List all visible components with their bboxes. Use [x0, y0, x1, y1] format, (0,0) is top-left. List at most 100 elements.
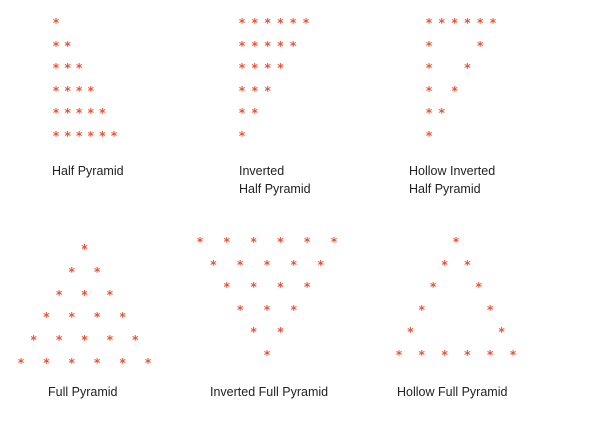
star-mark: * [144, 356, 152, 370]
star-mark: * [277, 280, 284, 295]
star-mark: * [264, 38, 271, 53]
star-mark: * [464, 348, 471, 362]
caption-line: Full Pyramid [48, 385, 118, 399]
star-mark: * [304, 235, 311, 249]
star-mark: * [498, 325, 505, 340]
star-mark: * [237, 257, 244, 272]
star-mark: * [464, 61, 471, 76]
star-mark: * [52, 83, 60, 98]
star-mark: * [223, 280, 230, 295]
star-mark: * [17, 356, 25, 370]
star-mark: * [464, 257, 471, 272]
star-mark: * [304, 280, 311, 295]
star-mark: * [290, 302, 297, 317]
star-mark: * [475, 280, 482, 295]
star-mark: * [251, 61, 258, 76]
star-mark: * [250, 280, 257, 295]
star-mark: * [64, 83, 71, 98]
star-mark: * [425, 129, 433, 143]
star-mark: * [263, 348, 271, 362]
star-mark: * [43, 356, 50, 370]
star-mark: * [418, 348, 425, 362]
star-mark: * [264, 83, 271, 98]
star-mark: * [52, 38, 60, 53]
star-mark: * [106, 287, 114, 302]
star-mark: * [99, 129, 106, 143]
star-mark: * [251, 16, 258, 30]
caption-line: Hollow Full Pyramid [397, 385, 508, 399]
star-mark: * [425, 106, 433, 121]
star-mark: * [464, 16, 471, 30]
star-mark: * [52, 16, 60, 30]
star-mark: * [119, 356, 126, 370]
star-mark: * [52, 106, 60, 121]
star-mark: * [64, 38, 71, 53]
star-mark: * [302, 16, 310, 30]
caption-half-pyramid: Half Pyramid [52, 162, 124, 180]
star-mark: * [251, 38, 258, 53]
caption-line: Hollow Inverted [409, 164, 496, 178]
star-mark: * [238, 129, 246, 143]
star-mark: * [76, 106, 83, 121]
star-mark: * [52, 129, 60, 143]
caption-hollow-full-pyramid: Hollow Full Pyramid [397, 383, 507, 401]
star-mark: * [238, 16, 246, 30]
star-mark: * [430, 280, 437, 295]
star-mark: * [76, 129, 83, 143]
star-mark: * [277, 16, 284, 30]
star-mark: * [64, 61, 71, 76]
star-mark: * [418, 302, 425, 317]
star-mark: * [277, 325, 284, 340]
star-mark: * [451, 16, 458, 30]
star-mark: * [81, 242, 88, 256]
star-mark: * [441, 257, 448, 272]
star-mark: * [94, 356, 101, 370]
star-mark: * [251, 106, 258, 121]
star-mark: * [277, 61, 284, 76]
star-mark: * [87, 129, 94, 143]
star-mark: * [238, 106, 246, 121]
caption-line: Half Pyramid [239, 182, 311, 196]
star-mark: * [263, 257, 271, 272]
star-mark: * [110, 129, 118, 143]
star-mark: * [250, 325, 257, 340]
star-mark: * [452, 235, 460, 249]
star-mark: * [81, 287, 88, 302]
star-mark: * [451, 83, 458, 98]
star-mark: * [210, 257, 217, 272]
star-mark: * [290, 38, 297, 53]
caption-line: Inverted [239, 164, 285, 178]
star-mark: * [330, 235, 338, 249]
star-mark: * [106, 333, 114, 348]
star-mark: * [264, 16, 271, 30]
star-mark: * [290, 257, 297, 272]
star-mark: * [263, 302, 271, 317]
caption-line: Inverted Full Pyramid [210, 385, 329, 399]
star-mark: * [251, 83, 258, 98]
star-mark: * [87, 106, 94, 121]
star-mark: * [395, 348, 403, 362]
star-mark: * [76, 61, 83, 76]
star-mark: * [68, 264, 75, 279]
star-mark: * [196, 235, 204, 249]
star-mark: * [407, 325, 414, 340]
star-mark: * [277, 38, 284, 53]
star-mark: * [489, 16, 497, 30]
star-mark: * [238, 83, 246, 98]
star-mark: * [438, 16, 445, 30]
star-mark: * [132, 333, 139, 348]
star-mark: * [238, 61, 246, 76]
star-mark: * [94, 264, 101, 279]
caption-hollow-inverted-half-pyramid: Hollow Inverted Half Pyramid [409, 162, 495, 198]
star-mark: * [238, 38, 246, 53]
star-mark: * [425, 16, 433, 30]
caption-line: Half Pyramid [409, 182, 481, 196]
star-mark: * [425, 61, 433, 76]
star-mark: * [76, 83, 83, 98]
star-mark: * [119, 310, 126, 325]
star-mark: * [68, 356, 75, 370]
star-mark: * [30, 333, 37, 348]
star-mark: * [237, 302, 244, 317]
star-mark: * [250, 235, 257, 249]
star-mark: * [64, 106, 71, 121]
